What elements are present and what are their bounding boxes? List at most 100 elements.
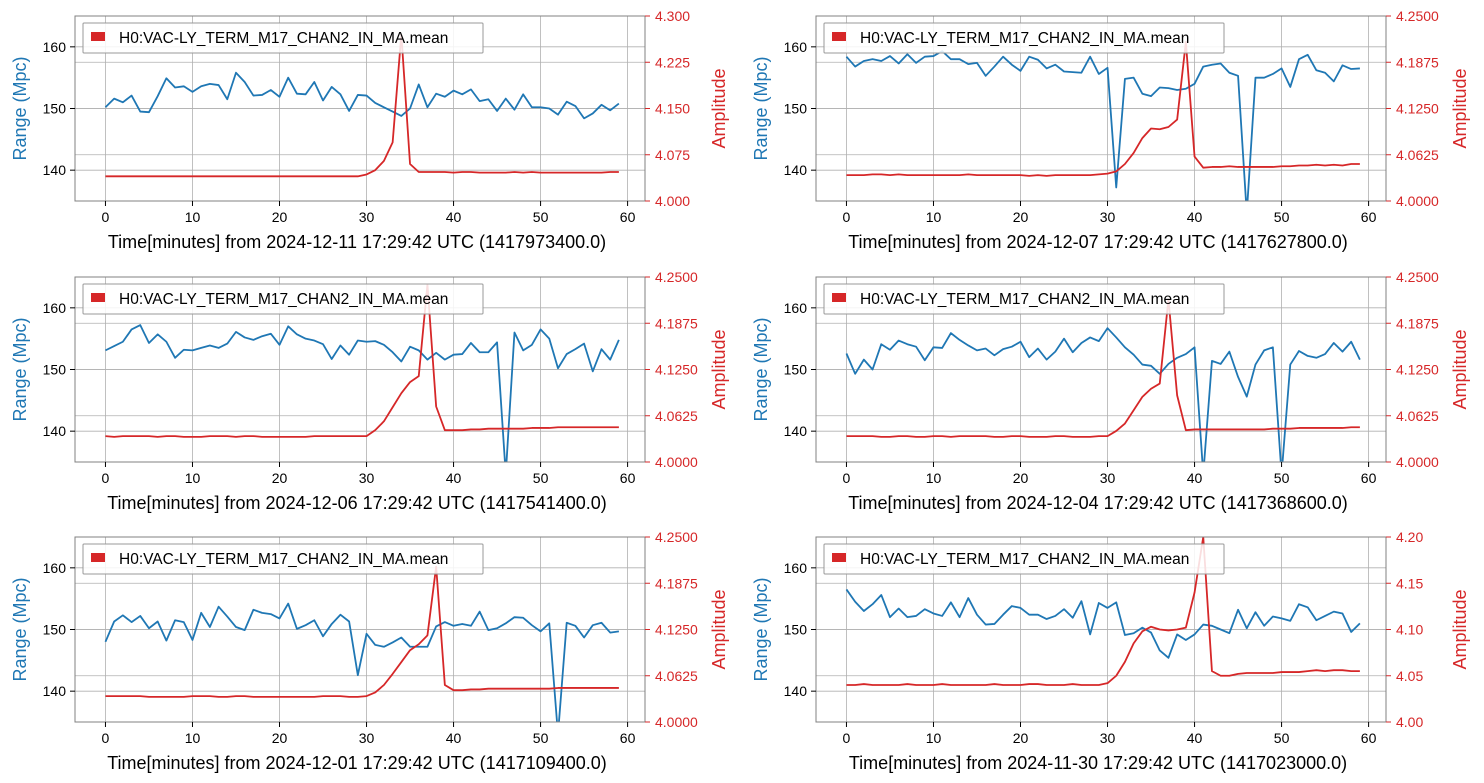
x-tick-label: 60 bbox=[1361, 730, 1377, 746]
chart-panel-5: 0 10 20 30 40 50 60 140 150 160 4.0000 4.0625 4.1250… bbox=[10, 529, 729, 773]
x-tick-label: 60 bbox=[1361, 209, 1377, 225]
amplitude-series-line bbox=[846, 298, 1360, 438]
y-axis-title: Range (Mpc) bbox=[751, 56, 771, 160]
y2-tick-label: 4.225 bbox=[655, 54, 690, 70]
x-tick-label: 0 bbox=[102, 209, 110, 225]
x-tick-label: 10 bbox=[185, 470, 201, 486]
legend-box bbox=[823, 283, 1225, 315]
y2-tick-label: 4.1875 bbox=[655, 575, 698, 591]
legend-label: H0:VAC-LY_TERM_M17_CHAN2_IN_MA.mean bbox=[119, 551, 448, 568]
y-tick-label: 140 bbox=[784, 423, 808, 439]
y2-tick-label: 4.1250 bbox=[1396, 362, 1439, 378]
y-tick-label: 140 bbox=[43, 683, 67, 699]
y2-tick-label: 4.0625 bbox=[655, 668, 698, 684]
x-tick-label: 10 bbox=[926, 209, 942, 225]
y2-tick-label: 4.0000 bbox=[655, 714, 698, 730]
x-tick-label: 0 bbox=[102, 730, 110, 746]
legend-label: H0:VAC-LY_TERM_M17_CHAN2_IN_MA.mean bbox=[860, 291, 1189, 308]
legend-box bbox=[82, 22, 484, 54]
legend-label: H0:VAC-LY_TERM_M17_CHAN2_IN_MA.mean bbox=[119, 30, 448, 47]
x-tick-label: 60 bbox=[620, 470, 636, 486]
y2-axis-title: Amplitude bbox=[1450, 68, 1470, 148]
y2-tick-label: 4.10 bbox=[1396, 622, 1423, 638]
y2-tick-label: 4.0000 bbox=[1396, 454, 1439, 470]
y2-tick-label: 4.2500 bbox=[655, 269, 698, 285]
y-tick-label: 160 bbox=[43, 300, 67, 316]
y-tick-label: 160 bbox=[43, 39, 67, 55]
legend: H0:VAC-LY_TERM_M17_CHAN2_IN_MA.mean bbox=[82, 543, 484, 575]
y2-tick-label: 4.1250 bbox=[655, 622, 698, 638]
amplitude-series-line bbox=[105, 283, 619, 438]
legend-box bbox=[82, 283, 484, 315]
legend-label: H0:VAC-LY_TERM_M17_CHAN2_IN_MA.mean bbox=[860, 551, 1189, 568]
y2-tick-label: 4.00 bbox=[1396, 714, 1423, 730]
legend: H0:VAC-LY_TERM_M17_CHAN2_IN_MA.mean bbox=[82, 22, 484, 54]
range-series-line bbox=[104, 71, 620, 120]
x-tick-label: 40 bbox=[446, 209, 462, 225]
range-series-line bbox=[845, 588, 1361, 659]
x-tick-label: 30 bbox=[359, 730, 375, 746]
legend: H0:VAC-LY_TERM_M17_CHAN2_IN_MA.mean bbox=[823, 22, 1225, 54]
chart-panel-2: 0 10 20 30 40 50 60 140 150 160 4.0000 4.0625 4.1250… bbox=[751, 8, 1470, 252]
legend-label: H0:VAC-LY_TERM_M17_CHAN2_IN_MA.mean bbox=[119, 291, 448, 308]
x-tick-label: 50 bbox=[1274, 209, 1290, 225]
y-tick-label: 140 bbox=[43, 162, 67, 178]
range-series-line bbox=[845, 327, 1361, 462]
y2-tick-label: 4.05 bbox=[1396, 668, 1423, 684]
y2-tick-label: 4.0000 bbox=[655, 454, 698, 470]
legend-swatch bbox=[832, 293, 846, 302]
x-tick-label: 50 bbox=[533, 470, 549, 486]
x-tick-label: 60 bbox=[620, 209, 636, 225]
legend: H0:VAC-LY_TERM_M17_CHAN2_IN_MA.mean bbox=[823, 543, 1225, 575]
y-axis-title: Range (Mpc) bbox=[10, 317, 30, 421]
legend-box bbox=[823, 22, 1225, 54]
y2-tick-label: 4.150 bbox=[655, 101, 690, 117]
x-axis-title: Time[minutes] from 2024-12-11 17:29:42 U… bbox=[108, 232, 606, 252]
x-tick-label: 10 bbox=[926, 730, 942, 746]
chart-panel-3: 0 10 20 30 40 50 60 140 150 160 4.0000 4.0625 4.1250… bbox=[10, 269, 729, 513]
legend-swatch bbox=[832, 553, 846, 562]
y2-tick-label: 4.000 bbox=[655, 193, 690, 209]
x-tick-label: 60 bbox=[620, 730, 636, 746]
x-tick-label: 20 bbox=[272, 730, 288, 746]
y-tick-label: 150 bbox=[43, 101, 67, 117]
chart-panel-4: 0 10 20 30 40 50 60 140 150 160 4.0000 4.0625 4.1250… bbox=[751, 269, 1470, 513]
y2-tick-label: 4.15 bbox=[1396, 575, 1423, 591]
chart-panel-6: 0 10 20 30 40 50 60 140 150 160 4.00 4.05 4.10 4.15 4.… bbox=[751, 529, 1470, 773]
x-tick-label: 0 bbox=[843, 209, 851, 225]
range-series-line bbox=[105, 324, 620, 462]
x-axis-title: Time[minutes] from 2024-12-06 17:29:42 U… bbox=[107, 493, 607, 513]
y2-tick-label: 4.1250 bbox=[655, 362, 698, 378]
y-tick-label: 140 bbox=[784, 162, 808, 178]
amplitude-series-line bbox=[846, 41, 1360, 177]
x-tick-label: 10 bbox=[185, 730, 201, 746]
y-axis-title: Range (Mpc) bbox=[10, 56, 30, 160]
y-tick-label: 160 bbox=[784, 300, 808, 316]
y-tick-label: 160 bbox=[43, 560, 67, 576]
x-tick-label: 50 bbox=[1274, 470, 1290, 486]
amplitude-series-line bbox=[105, 565, 619, 698]
y2-tick-label: 4.0625 bbox=[655, 408, 698, 424]
y2-tick-label: 4.300 bbox=[655, 8, 690, 24]
y2-axis-title: Amplitude bbox=[1450, 329, 1470, 409]
y-tick-label: 150 bbox=[43, 622, 67, 638]
x-tick-label: 50 bbox=[1274, 730, 1290, 746]
y-tick-label: 150 bbox=[43, 362, 67, 378]
y-tick-label: 160 bbox=[784, 39, 808, 55]
x-tick-label: 0 bbox=[843, 470, 851, 486]
y2-tick-label: 4.1250 bbox=[1396, 101, 1439, 117]
x-tick-label: 40 bbox=[446, 730, 462, 746]
y-tick-label: 160 bbox=[784, 560, 808, 576]
legend-swatch bbox=[91, 553, 105, 562]
y-tick-label: 140 bbox=[784, 683, 808, 699]
y2-axis-title: Amplitude bbox=[709, 589, 729, 669]
x-tick-label: 30 bbox=[1100, 209, 1116, 225]
y-axis-title: Range (Mpc) bbox=[751, 577, 771, 681]
x-tick-label: 20 bbox=[1013, 730, 1029, 746]
y-tick-label: 150 bbox=[784, 101, 808, 117]
y2-tick-label: 4.0000 bbox=[1396, 193, 1439, 209]
x-tick-label: 0 bbox=[843, 730, 851, 746]
x-tick-label: 30 bbox=[1100, 730, 1116, 746]
x-tick-label: 20 bbox=[1013, 470, 1029, 486]
